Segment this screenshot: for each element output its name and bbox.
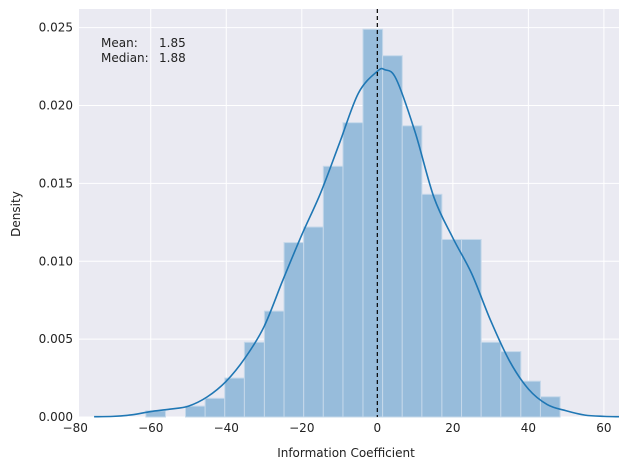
histogram-bar	[362, 28, 384, 418]
x-tick-label: −80	[63, 421, 88, 435]
y-axis-label: Density	[9, 191, 23, 237]
x-tick-label: 60	[596, 421, 611, 435]
histogram-bar	[322, 165, 344, 418]
median-label: Median:	[101, 51, 149, 65]
y-tick-label: 0.025	[39, 21, 73, 35]
x-tick-label: −60	[138, 421, 163, 435]
y-tick-label: 0.020	[39, 99, 73, 113]
y-tick-labels: 0.000 0.005 0.010 0.015 0.020 0.025	[39, 21, 73, 424]
histogram-bar	[184, 405, 206, 418]
y-tick-label: 0.015	[39, 176, 73, 190]
stats-annotation: Mean: 1.85 Median: 1.88	[101, 36, 186, 65]
histogram-bar	[480, 341, 502, 418]
median-value: 1.88	[159, 51, 186, 65]
histogram-bar	[204, 397, 226, 418]
histogram-bar	[401, 125, 423, 418]
histogram-bar	[421, 193, 443, 418]
x-tick-label: −40	[214, 421, 239, 435]
y-tick-label: 0.000	[39, 410, 73, 424]
histogram-bar	[263, 310, 285, 418]
x-axis-label: Information Coefficient	[277, 446, 415, 460]
x-tick-label: 40	[521, 421, 536, 435]
histogram-bar	[224, 377, 245, 418]
histogram-bar	[303, 226, 324, 418]
histogram-bar	[520, 380, 541, 418]
histogram-bar	[441, 238, 463, 418]
histogram-bar	[342, 122, 364, 418]
x-tick-label: 0	[374, 421, 382, 435]
kde-curve	[94, 67, 620, 418]
mean-label: Mean:	[101, 36, 138, 50]
histogram-bar	[500, 351, 522, 418]
x-tick-label: 20	[445, 421, 460, 435]
mean-value: 1.85	[159, 36, 186, 50]
y-tick-label: 0.010	[39, 254, 73, 268]
histogram-bar	[461, 238, 482, 418]
x-tick-label: −20	[289, 421, 314, 435]
y-tick-label: 0.005	[39, 332, 73, 346]
histogram-bar	[382, 55, 403, 418]
x-tick-labels: −80 −60 −40 −20 0 20 40 60	[63, 421, 612, 435]
